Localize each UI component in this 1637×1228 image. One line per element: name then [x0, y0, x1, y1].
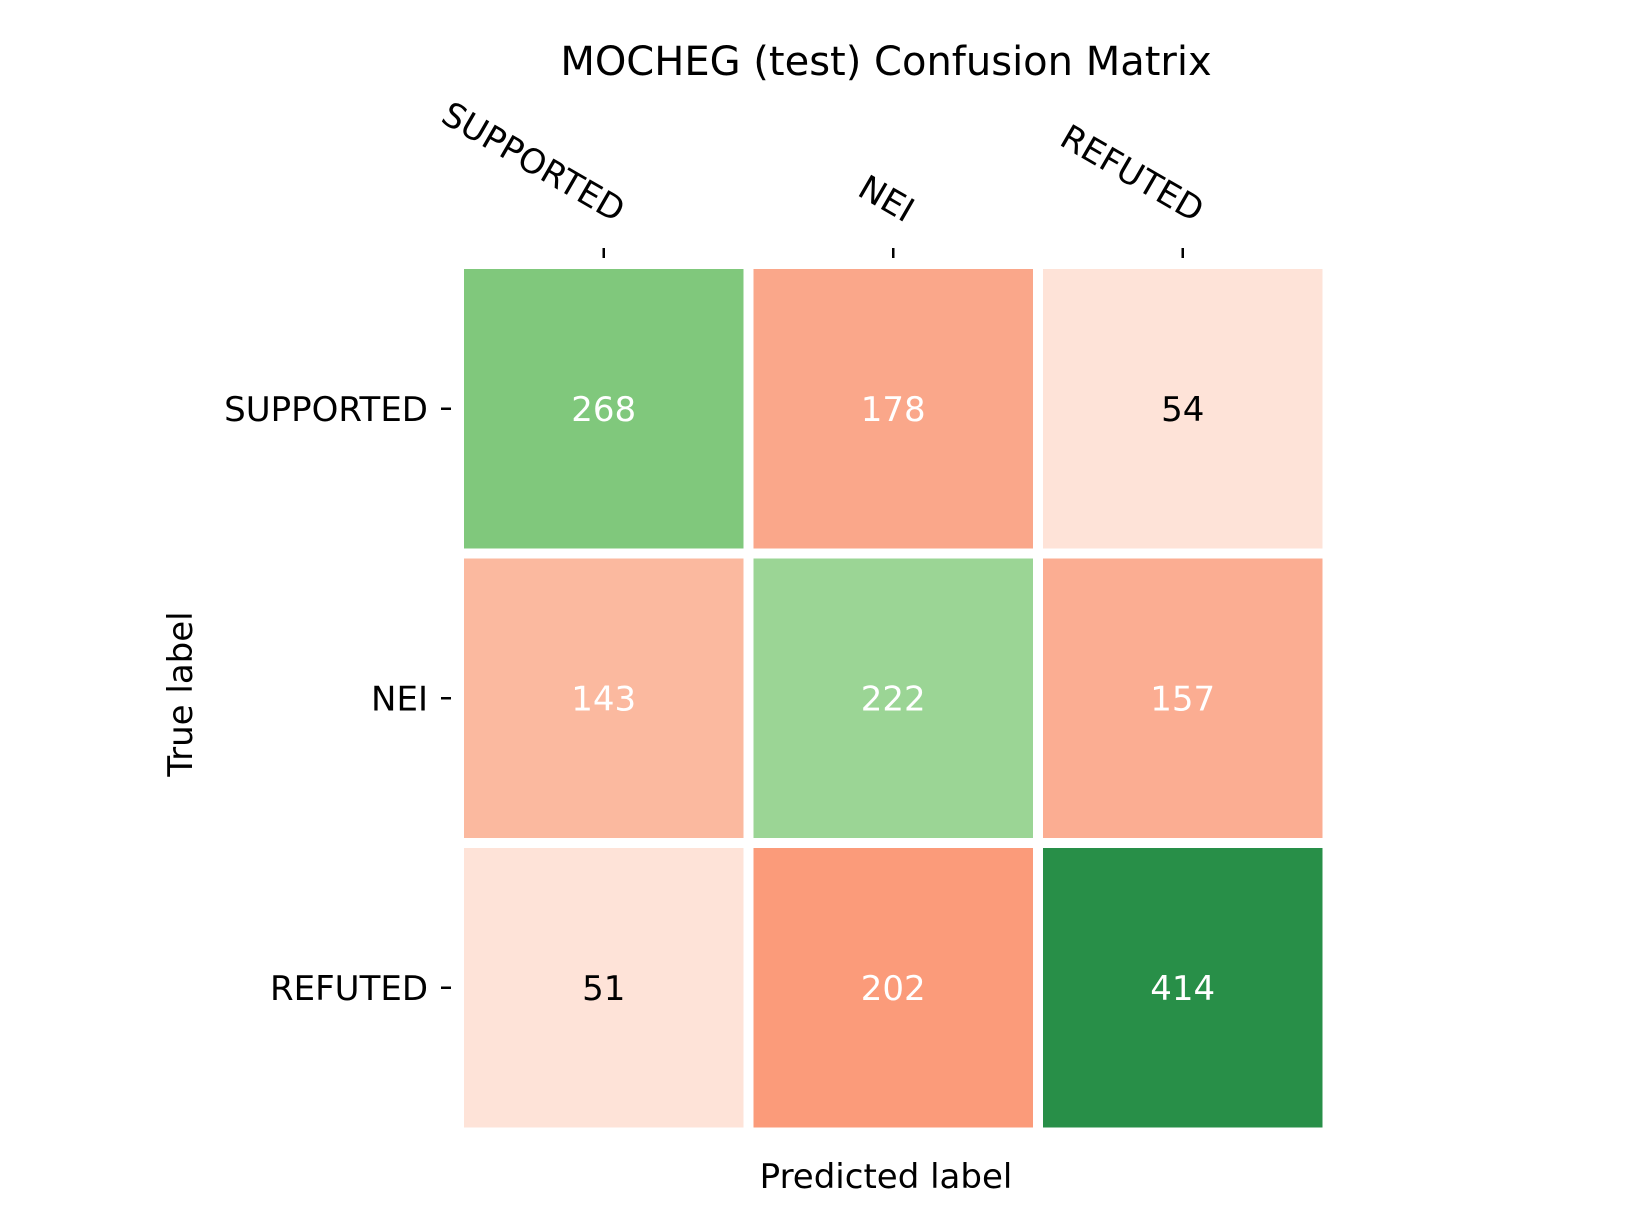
heatmap-cell [1043, 269, 1323, 549]
heatmap-cell [753, 269, 1033, 549]
heatmap-cell [1043, 848, 1323, 1128]
heatmap-cell [464, 848, 744, 1128]
x-tick-label: REFUTED [1053, 117, 1210, 231]
heatmap-cell [464, 269, 744, 549]
heatmap-cells [464, 269, 1323, 1128]
cell-value-label: 202 [861, 969, 926, 1009]
cell-value-label: 178 [861, 390, 926, 430]
cell-value-label: 143 [571, 679, 636, 719]
x-tick-label: SUPPORTED [435, 94, 632, 231]
cell-value-label: 54 [1161, 390, 1204, 430]
chart-title: MOCHEG (test) Confusion Matrix [560, 39, 1211, 85]
heatmap-cell-labels: 268 178 54 143 222 157 51 202 414 [571, 390, 1215, 1009]
cell-value-label: 414 [1150, 969, 1215, 1009]
x-tick-label: NEI [851, 168, 920, 231]
cell-value-label: 157 [1150, 679, 1215, 719]
y-axis: SUPPORTED NEI REFUTED [224, 390, 451, 1009]
y-tick-label: SUPPORTED [224, 390, 428, 430]
heatmap-cell [464, 558, 744, 838]
y-axis-label: True label [161, 611, 201, 777]
x-axis-label: Predicted label [760, 1157, 1013, 1197]
heatmap-cell [753, 558, 1033, 838]
x-axis: SUPPORTED NEI REFUTED [435, 94, 1210, 258]
heatmap-cell [753, 848, 1033, 1128]
cell-value-label: 51 [582, 969, 625, 1009]
cell-value-label: 222 [861, 679, 926, 719]
cell-value-label: 268 [571, 390, 636, 430]
y-tick-label: NEI [371, 679, 428, 719]
heatmap-cell [1043, 558, 1323, 838]
y-tick-label: REFUTED [270, 969, 428, 1009]
